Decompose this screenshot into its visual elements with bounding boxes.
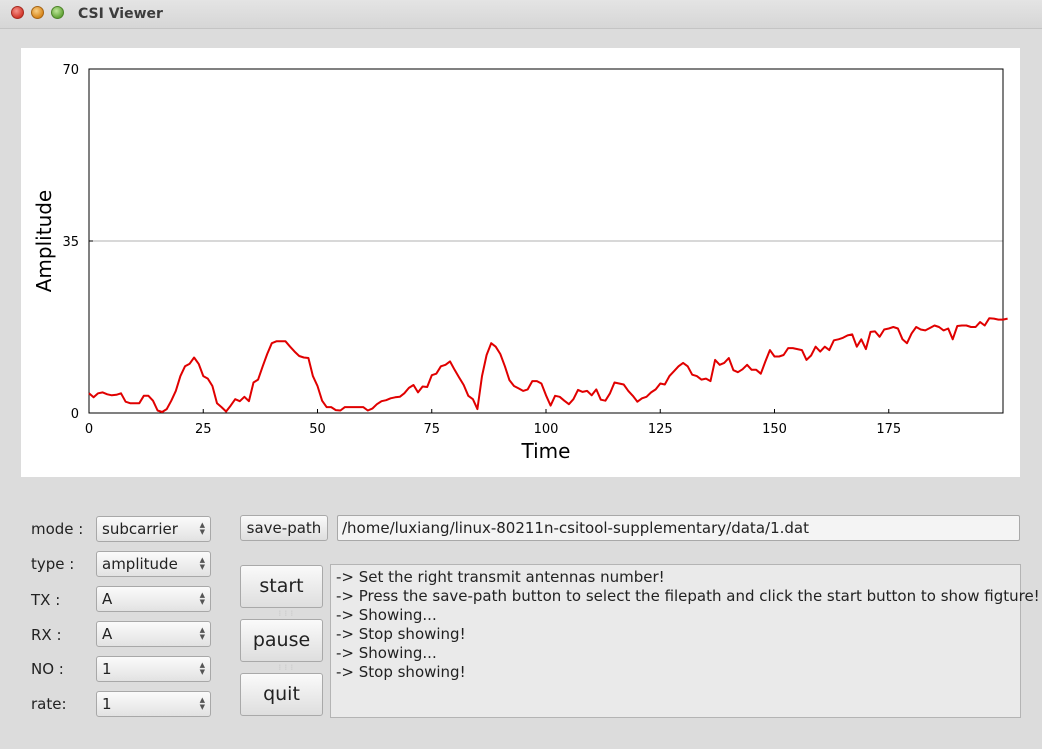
x-tick-label: 150 bbox=[762, 422, 787, 437]
plot-area: 0 25 50 75 100 125 150 175 0 35 70 Time Amplitude bbox=[21, 48, 1020, 477]
mode-label: mode : bbox=[31, 520, 84, 538]
spinner-arrows-icon: ▲ ▼ bbox=[199, 521, 205, 536]
x-tick-label: 50 bbox=[309, 422, 326, 437]
log-line: -> Stop showing! bbox=[336, 625, 466, 643]
rx-label: RX : bbox=[31, 626, 62, 644]
tx-label: TX : bbox=[31, 591, 61, 609]
maximize-icon[interactable] bbox=[51, 6, 64, 19]
splitter-grip[interactable]: ⋮⋮⋮ bbox=[277, 610, 295, 617]
save-path-field[interactable]: /home/luxiang/linux-80211n-csitool-suppl… bbox=[337, 515, 1020, 541]
rx-select[interactable]: A ▲ ▼ bbox=[96, 621, 211, 647]
y-axis-label: Amplitude bbox=[32, 190, 56, 293]
no-value: 1 bbox=[102, 660, 112, 678]
log-line: -> Press the save-path button to select … bbox=[336, 587, 1040, 605]
type-value: amplitude bbox=[102, 555, 178, 573]
x-tick-label: 25 bbox=[195, 422, 212, 437]
close-icon[interactable] bbox=[11, 6, 24, 19]
splitter-grip[interactable]: ⋮⋮⋮ bbox=[277, 664, 295, 671]
log-line: -> Set the right transmit antennas numbe… bbox=[336, 568, 665, 586]
spinner-arrows-icon: ▲ ▼ bbox=[199, 591, 205, 606]
type-select[interactable]: amplitude ▲ ▼ bbox=[96, 551, 211, 577]
mode-value: subcarrier bbox=[102, 520, 178, 538]
quit-button[interactable]: quit bbox=[240, 673, 323, 716]
spinner-arrows-icon: ▲ ▼ bbox=[199, 626, 205, 641]
no-label: NO : bbox=[31, 660, 64, 678]
type-label: type : bbox=[31, 555, 75, 573]
start-button[interactable]: start bbox=[240, 565, 323, 608]
y-tick-label: 35 bbox=[62, 235, 79, 250]
log-output[interactable]: -> Set the right transmit antennas numbe… bbox=[330, 564, 1040, 718]
rate-select[interactable]: 1 ▲ ▼ bbox=[96, 691, 211, 717]
spinner-arrows-icon: ▲ ▼ bbox=[199, 661, 205, 676]
x-tick-label: 125 bbox=[648, 422, 673, 437]
window-title: CSI Viewer bbox=[78, 6, 163, 22]
rate-label: rate: bbox=[31, 695, 67, 713]
amplitude-chart: 0 25 50 75 100 125 150 175 0 35 70 Time Amplitude bbox=[32, 63, 1008, 463]
y-tick-label: 70 bbox=[62, 63, 79, 78]
x-axis-label: Time bbox=[521, 439, 571, 463]
title-bar: CSI Viewer bbox=[0, 0, 1042, 29]
log-line: -> Stop showing! bbox=[336, 663, 466, 681]
tx-value: A bbox=[102, 590, 113, 608]
rate-value: 1 bbox=[102, 695, 112, 713]
pause-button[interactable]: pause bbox=[240, 619, 323, 662]
tx-select[interactable]: A ▲ ▼ bbox=[96, 586, 211, 612]
spinner-arrows-icon: ▲ ▼ bbox=[199, 556, 205, 571]
log-line: -> Showing... bbox=[336, 644, 437, 662]
spinner-arrows-icon: ▲ ▼ bbox=[199, 696, 205, 711]
minimize-icon[interactable] bbox=[31, 6, 44, 19]
x-tick-label: 0 bbox=[85, 422, 93, 437]
y-tick-label: 0 bbox=[71, 407, 79, 422]
x-tick-label: 100 bbox=[534, 422, 559, 437]
series-line bbox=[88, 317, 1008, 413]
save-path-button[interactable]: save-path bbox=[240, 515, 328, 541]
mode-select[interactable]: subcarrier ▲ ▼ bbox=[96, 516, 211, 542]
x-tick-label: 75 bbox=[423, 422, 440, 437]
no-select[interactable]: 1 ▲ ▼ bbox=[96, 656, 211, 682]
log-line: -> Showing... bbox=[336, 606, 437, 624]
x-tick-label: 175 bbox=[876, 422, 901, 437]
rx-value: A bbox=[102, 625, 113, 643]
